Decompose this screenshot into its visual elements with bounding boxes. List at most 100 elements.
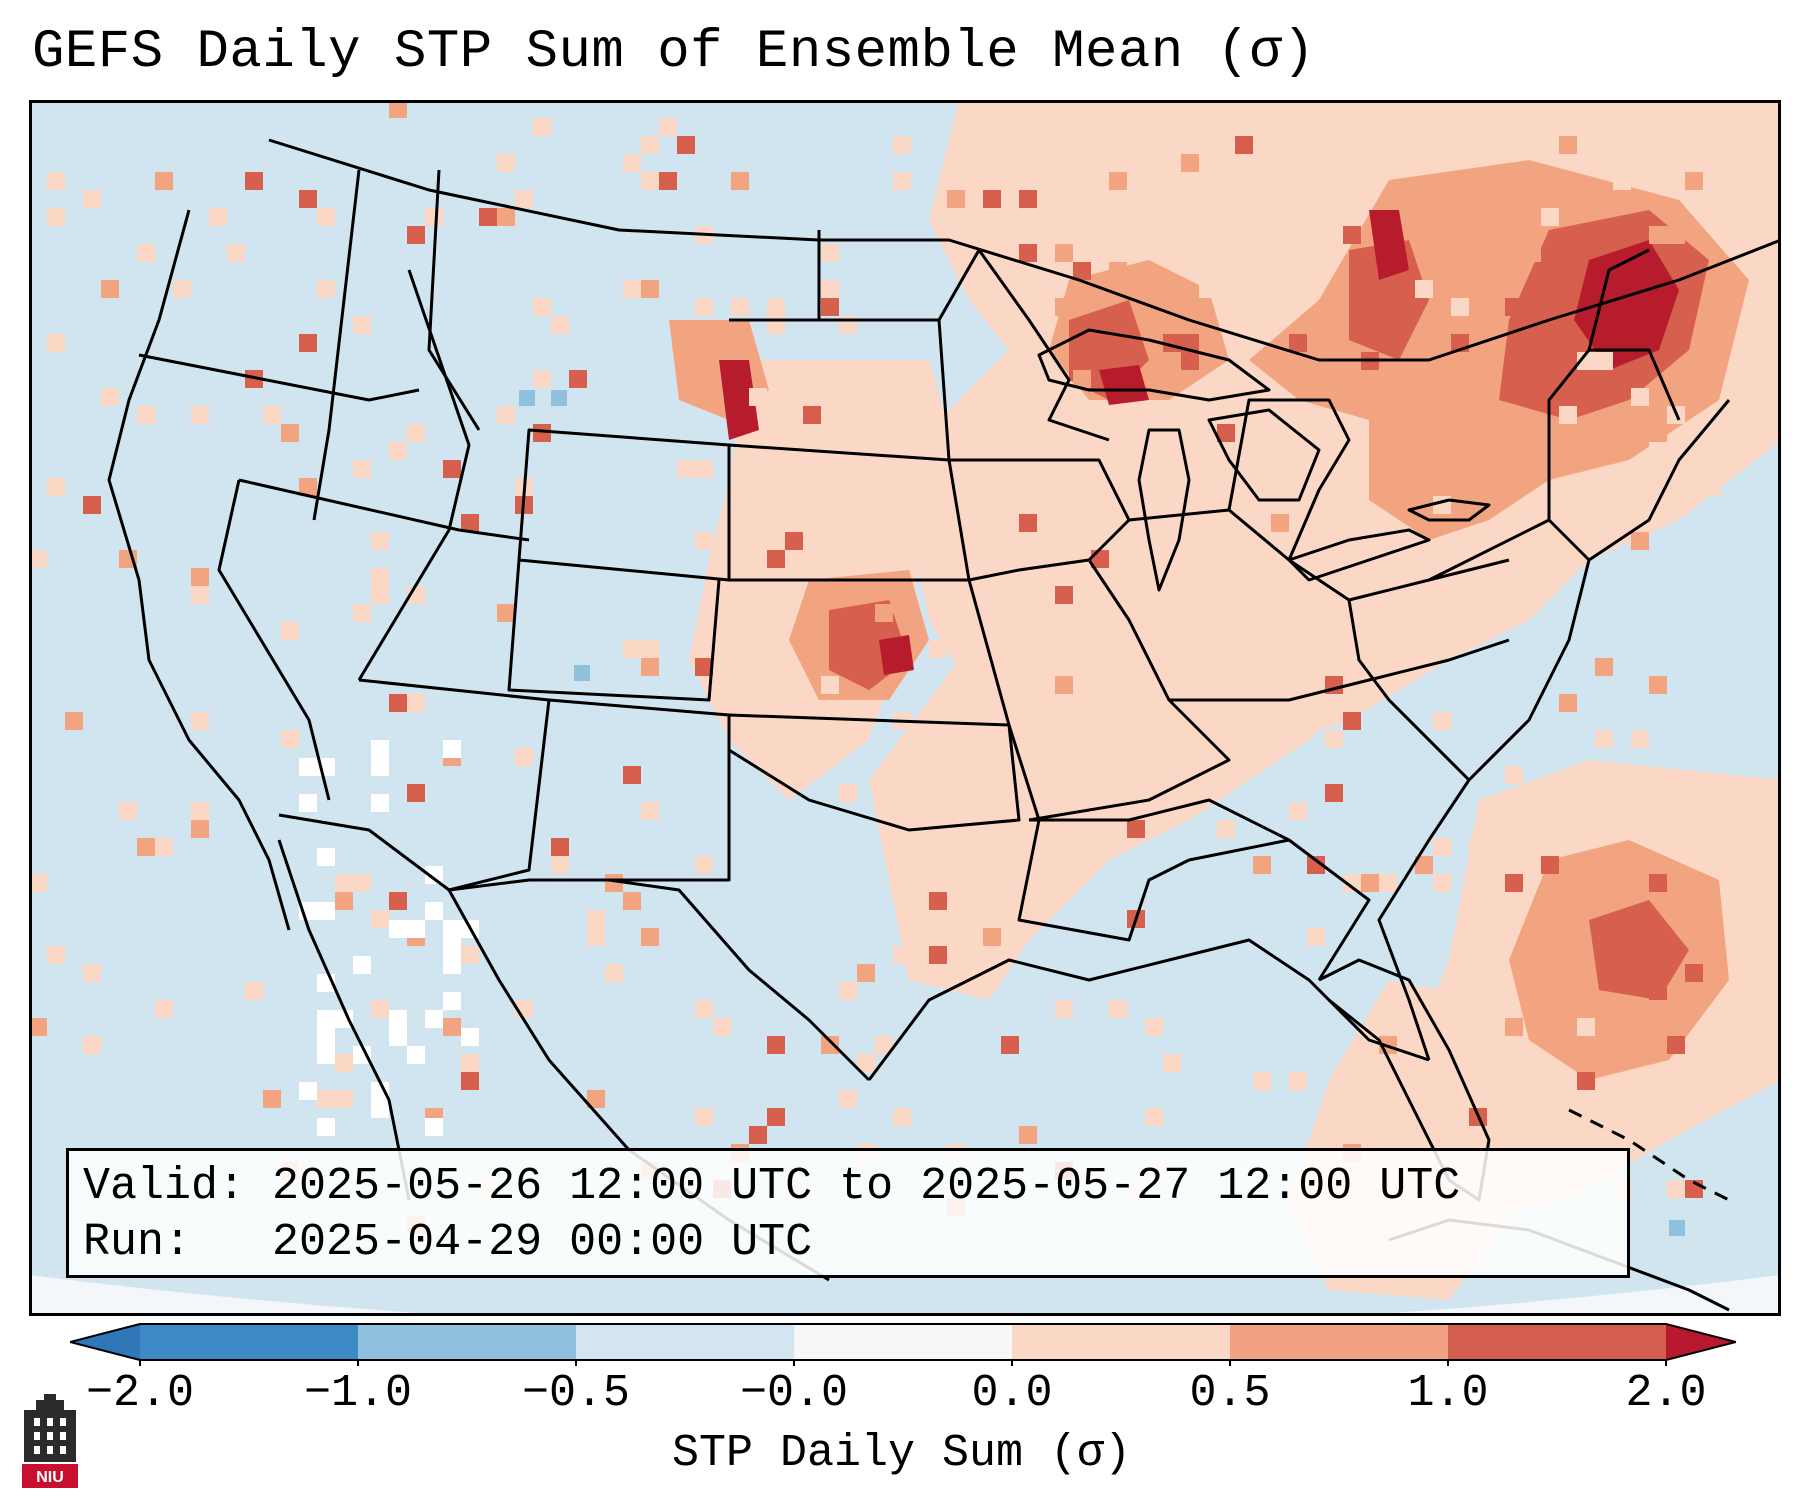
grid-cell	[65, 712, 83, 730]
run-label: Run:	[83, 1217, 192, 1268]
grid-cell	[1523, 244, 1541, 262]
grid-cell	[1289, 334, 1307, 352]
grid-cell	[1541, 208, 1559, 226]
grid-cell	[1577, 1072, 1595, 1090]
neutral-grid-cell	[443, 740, 461, 758]
neutral-grid-cell	[299, 794, 317, 812]
state-line	[1128, 508, 1510, 602]
state-line	[138, 353, 420, 402]
grid-cell	[695, 1108, 713, 1126]
niu-logo: NIU	[22, 1394, 78, 1488]
grid-cell	[1649, 442, 1667, 460]
grid-cell	[1505, 298, 1523, 316]
grid-cell	[1649, 424, 1667, 442]
map-frame	[29, 100, 1781, 1316]
grid-cell	[407, 784, 425, 802]
grid-cell	[533, 424, 551, 442]
grid-cell	[497, 208, 515, 226]
neutral-grid-cell	[461, 1028, 479, 1046]
colorbar-underflow	[70, 1324, 140, 1360]
grid-cell	[731, 172, 749, 190]
grid-cell	[533, 370, 551, 388]
grid-cell	[263, 1090, 281, 1108]
grid-cell	[1289, 802, 1307, 820]
grid-cell	[1253, 1072, 1271, 1090]
grid-cell	[299, 190, 317, 208]
grid-cell	[1109, 172, 1127, 190]
neutral-grid-cell	[317, 1010, 335, 1028]
canada-border	[268, 138, 1781, 362]
grid-cell	[317, 280, 335, 298]
grid-cell	[587, 910, 605, 928]
logo-banner	[22, 1464, 78, 1488]
grid-cell	[389, 100, 407, 118]
colorbar-bin	[576, 1324, 795, 1360]
grid-cell	[515, 190, 533, 208]
grid-cell	[1163, 1054, 1181, 1072]
grid-cell	[821, 676, 839, 694]
grid-cell	[785, 532, 803, 550]
grid-cell	[1631, 730, 1649, 748]
grid-cell	[47, 478, 65, 496]
neutral-grid-cell	[371, 758, 389, 776]
grid-cell	[893, 1108, 911, 1126]
grid-cell	[1631, 532, 1649, 550]
state-line	[529, 698, 731, 882]
grid-cell	[191, 712, 209, 730]
grid-cell	[245, 982, 263, 1000]
grid-cell	[1649, 226, 1667, 244]
anomaly-area	[719, 360, 759, 440]
grid-cell	[713, 1018, 731, 1036]
grid-cell	[1307, 856, 1325, 874]
grid-cell	[1307, 928, 1325, 946]
grid-cell	[839, 712, 857, 730]
grid-cell	[875, 1036, 893, 1054]
grid-cell	[191, 568, 209, 586]
negative-grid-cell	[519, 390, 535, 406]
grid-cell	[1505, 766, 1523, 784]
grid-cell	[947, 820, 965, 838]
grid-cell	[479, 208, 497, 226]
grid-cell	[1469, 838, 1487, 856]
grid-cell	[515, 748, 533, 766]
grid-cell	[137, 406, 155, 424]
grid-cell	[335, 874, 353, 892]
grid-cell	[155, 838, 173, 856]
colorbar-bin	[794, 1324, 1013, 1360]
grid-cell	[1163, 100, 1181, 118]
grid-cell	[47, 334, 65, 352]
grid-cell	[983, 190, 1001, 208]
grid-cell	[1361, 136, 1379, 154]
colorbar-tick-label: −2.0	[85, 1368, 195, 1419]
state-line	[1587, 248, 1650, 351]
grid-cell	[1073, 262, 1091, 280]
grid-cell	[893, 946, 911, 964]
state-line	[217, 479, 331, 801]
neutral-grid-cell	[425, 1118, 443, 1136]
grid-cell	[767, 298, 785, 316]
grid-cell	[623, 280, 641, 298]
grid-cell	[389, 442, 407, 460]
stp-map	[29, 100, 1781, 1316]
grid-cell	[641, 172, 659, 190]
grid-cell	[1505, 874, 1523, 892]
grid-cell	[1343, 712, 1361, 730]
grid-cell	[497, 154, 515, 172]
anomaly-area	[1589, 900, 1689, 1000]
grid-cell	[893, 172, 911, 190]
grid-cell	[965, 190, 983, 208]
grid-cell	[1235, 136, 1253, 154]
grid-cell	[893, 136, 911, 154]
state-line	[238, 478, 530, 542]
lake-ontario	[1407, 498, 1491, 522]
grid-cell	[551, 316, 569, 334]
grid-cell	[191, 406, 209, 424]
grid-cell	[209, 208, 227, 226]
grid-cell	[875, 604, 893, 622]
grid-cell	[101, 280, 119, 298]
grid-cell	[155, 172, 173, 190]
grid-cell	[839, 784, 857, 802]
grid-cell	[137, 244, 155, 262]
state-line	[1347, 599, 1471, 782]
grid-cell	[731, 298, 749, 316]
